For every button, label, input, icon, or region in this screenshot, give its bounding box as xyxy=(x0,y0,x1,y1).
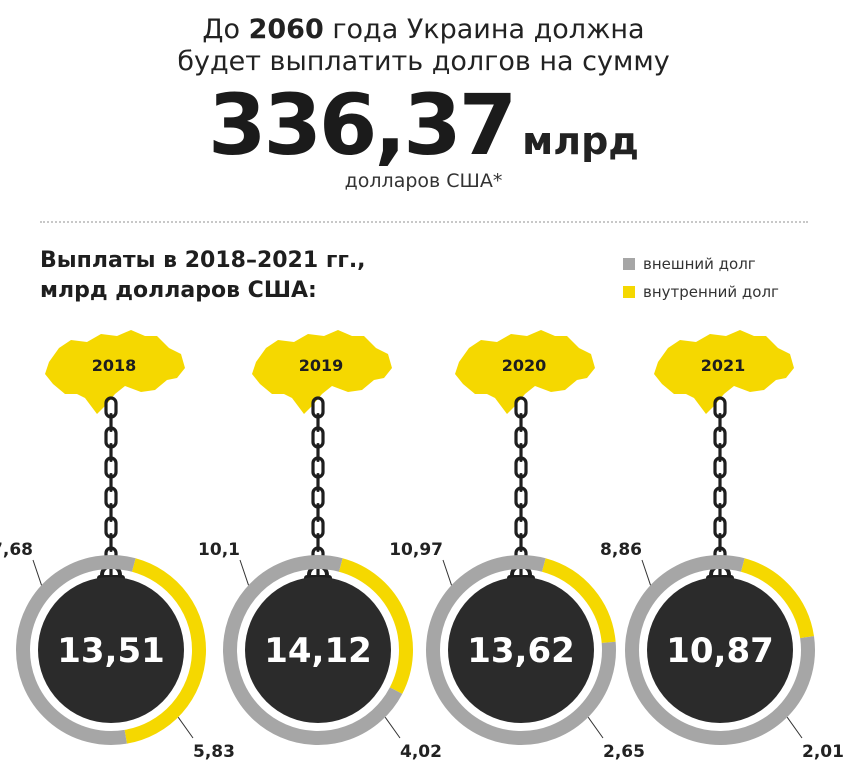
external-debt-arc xyxy=(426,555,616,745)
external-debt-arc xyxy=(16,555,136,745)
total-debt: 336,37 млрд xyxy=(0,80,847,194)
total-value-label: 10,87 xyxy=(666,631,774,671)
year-label: 2019 xyxy=(299,356,344,375)
internal-value-label: 2,65 xyxy=(603,742,645,762)
debt-ball-2020: 2020 13,62 10,97 2,65 xyxy=(389,330,645,762)
legend-label-internal: внутренний долг xyxy=(643,283,779,301)
legend: внешний долг внутренний долг xyxy=(623,250,779,306)
external-debt-arc xyxy=(625,555,815,745)
internal-debt-arc xyxy=(124,558,207,744)
internal-leader-line xyxy=(587,716,604,739)
internal-leader-line xyxy=(177,716,194,739)
debt-ball xyxy=(448,577,594,723)
year-label: 2020 xyxy=(502,356,547,375)
internal-debt-arc xyxy=(338,558,413,694)
total-debt-unit: млрд xyxy=(522,119,639,163)
headline-suffix: года Украина должна xyxy=(323,14,645,45)
external-leader-line xyxy=(32,559,42,586)
legend-item-internal: внутренний долг xyxy=(623,278,779,306)
debt-ball-2019: 2019 14,12 10,1 4,02 xyxy=(198,330,442,762)
subtitle-line-1: Выплаты в 2018–2021 гг., xyxy=(40,248,366,273)
internal-value-label: 4,02 xyxy=(400,742,442,762)
internal-value-label: 5,83 xyxy=(193,742,235,762)
external-value-label: 7,68 xyxy=(0,540,33,560)
legend-label-external: внешний долг xyxy=(643,255,756,273)
debt-ball-2018: 2018 13,51 7,68 5,83 xyxy=(0,330,235,762)
ukraine-map-icon xyxy=(455,330,595,414)
external-value-label: 10,97 xyxy=(389,540,443,560)
legend-swatch-external xyxy=(623,258,635,270)
currency-label: долларов США* xyxy=(344,170,503,192)
debt-ball xyxy=(38,577,184,723)
internal-debt-arc xyxy=(541,558,616,644)
internal-leader-line xyxy=(384,716,401,739)
external-leader-line xyxy=(442,559,452,586)
dotted-divider xyxy=(40,221,808,223)
external-leader-line xyxy=(641,559,651,586)
total-debt-number: 336,37 xyxy=(208,76,517,174)
external-leader-line xyxy=(239,559,249,586)
headline-line-2: будет выплатить долгов на сумму xyxy=(177,46,670,77)
external-value-label: 8,86 xyxy=(600,540,642,560)
debt-ball xyxy=(647,577,793,723)
total-value-label: 13,62 xyxy=(467,631,575,671)
internal-value-label: 2,01 xyxy=(802,742,844,762)
year-label: 2021 xyxy=(701,356,746,375)
ukraine-map-icon xyxy=(45,330,185,414)
total-value-label: 13,51 xyxy=(57,631,165,671)
legend-item-external: внешний долг xyxy=(623,250,779,278)
ukraine-map-icon xyxy=(252,330,392,414)
external-debt-arc xyxy=(223,555,403,745)
total-value-label: 14,12 xyxy=(264,631,372,671)
ukraine-map-icon xyxy=(654,330,794,414)
year-label: 2018 xyxy=(92,356,137,375)
debt-ball-2021: 2021 10,87 8,86 2,01 xyxy=(600,330,844,762)
internal-debt-arc xyxy=(740,558,814,639)
debt-ball xyxy=(245,577,391,723)
chart-subtitle: Выплаты в 2018–2021 гг., млрд долларов С… xyxy=(40,246,366,306)
subtitle-line-2: млрд долларов США: xyxy=(40,278,317,303)
headline-line-1: До 2060 года Украина должна xyxy=(0,14,847,46)
legend-swatch-internal xyxy=(623,286,635,298)
external-value-label: 10,1 xyxy=(198,540,240,560)
headline-year: 2060 xyxy=(248,14,324,45)
internal-leader-line xyxy=(786,716,803,739)
headline-prefix: До xyxy=(202,14,249,45)
